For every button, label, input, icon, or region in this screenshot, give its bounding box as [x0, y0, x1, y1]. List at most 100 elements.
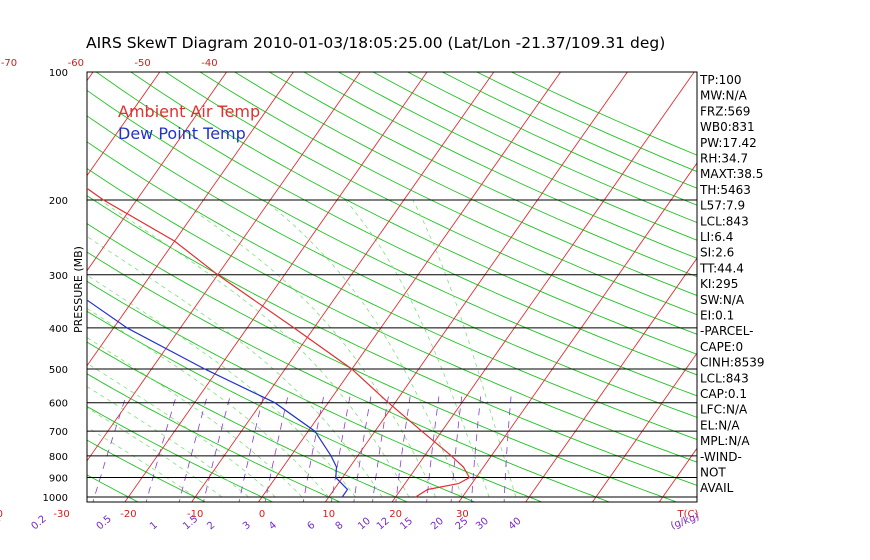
- mixing-ratio-line: [264, 396, 289, 502]
- mixing-ratio-line: [395, 396, 411, 502]
- isotherm-line: [391, 72, 695, 502]
- bottom-temp-tick-label: 0: [259, 509, 265, 520]
- pressure-tick-label: 700: [49, 427, 68, 438]
- isotherm-line: [124, 72, 428, 502]
- moist-adiabat: [178, 199, 437, 498]
- mixing-ratio-line: [353, 396, 372, 502]
- dry-adiabat: [87, 115, 697, 418]
- index-item: KI:295: [700, 277, 738, 291]
- plot-frame: [86, 71, 698, 503]
- dry-adiabat: [87, 373, 341, 502]
- mixing-ratio-line: [372, 396, 389, 502]
- mixing-ratio-line: [92, 396, 127, 502]
- index-item: TP:100: [699, 73, 742, 87]
- pressure-tick-label: 900: [49, 474, 68, 485]
- isotherm-line: [458, 162, 697, 502]
- dry-adiabat: [87, 195, 697, 486]
- index-item: SW:N/A: [700, 293, 745, 307]
- index-item: MPL:N/A: [700, 434, 750, 448]
- isotherm-line: [87, 72, 361, 462]
- mixing-ratio-label: 1: [148, 520, 160, 533]
- dry-adiabat: [87, 474, 139, 502]
- moist-adiabat: [345, 199, 490, 498]
- index-item: -WIND-: [700, 450, 742, 464]
- mixing-ratio-line: [503, 396, 512, 502]
- bottom-temp-tick-label: 20: [389, 509, 402, 520]
- index-item: CAP:0.1: [700, 387, 747, 401]
- dew-point-line: [87, 299, 349, 498]
- mixing-ratio-label: 30: [474, 516, 491, 533]
- index-item: TH:5463: [699, 183, 751, 197]
- mixing-ratio-line: [203, 396, 231, 502]
- mixing-ratio-line: [471, 396, 482, 502]
- top-temp-tick-label: -60: [68, 58, 84, 69]
- pressure-tick-label: 500: [49, 365, 68, 376]
- dry-adiabat: [233, 72, 697, 296]
- mixing-ratio-line: [450, 396, 463, 502]
- index-item: LCL:843: [700, 214, 749, 228]
- bottom-temp-tick-label: -40: [0, 509, 3, 520]
- isotherm-line: [257, 72, 562, 502]
- legend-dew: Dew Point Temp: [118, 124, 246, 143]
- isotherm-line: [525, 257, 697, 502]
- air-temp-line: [87, 187, 471, 498]
- pressure-tick-label: 100: [49, 68, 68, 79]
- dry-adiabat: [95, 72, 697, 376]
- index-item: MAXT:38.5: [700, 167, 763, 181]
- mixing-ratio-line: [302, 396, 325, 502]
- index-item: EL:N/A: [700, 418, 740, 432]
- dry-adiabat: [87, 223, 678, 502]
- dry-adiabat: [130, 72, 697, 355]
- isotherm-line: [87, 72, 228, 272]
- bottom-temp-tick-label: -30: [53, 509, 69, 520]
- moist-adiabat: [87, 386, 249, 498]
- dry-adiabat: [268, 72, 697, 278]
- index-item: MW:N/A: [700, 89, 748, 103]
- index-item: WB0:831: [700, 120, 755, 134]
- pressure-tick-label: 300: [49, 271, 68, 282]
- pressure-tick-label: 1000: [43, 493, 68, 504]
- top-temp-tick-label: -50: [134, 58, 150, 69]
- index-item: LFC:N/A: [700, 403, 748, 417]
- index-item: AVAIL: [700, 481, 734, 495]
- index-item: L57:7.9: [700, 199, 745, 213]
- dry-adiabat: [0, 53, 10, 506]
- mixing-ratio-label: 20: [429, 516, 446, 533]
- moist-adiabat: [87, 235, 383, 498]
- dry-adiabat: [87, 341, 409, 502]
- index-item: TT:44.4: [699, 261, 744, 275]
- pressure-tick-label: 400: [49, 324, 68, 335]
- isotherm-line: [87, 72, 161, 177]
- index-item: EI:0.1: [700, 309, 734, 323]
- dry-adiabat: [87, 141, 697, 440]
- dry-adiabat: [337, 72, 697, 241]
- mixing-ratio-label: 6: [305, 520, 317, 533]
- mixing-ratio-label: 0.2: [29, 514, 48, 533]
- dry-adiabat: [87, 280, 544, 502]
- index-item: CINH:8539: [700, 356, 765, 370]
- isotherm-line: [191, 72, 495, 502]
- mixing-ratio-line: [178, 396, 208, 502]
- index-item: LI:6.4: [700, 230, 733, 244]
- isotherm-line: [0, 53, 40, 506]
- mixing-ratio-line: [0, 397, 21, 507]
- dry-adiabat: [87, 89, 697, 397]
- air-temp-line-upper: [16, 72, 33, 134]
- mixing-ratio-label: 2: [205, 520, 217, 533]
- index-item: CAPE:0: [700, 340, 743, 354]
- dry-adiabat: [87, 251, 611, 502]
- dry-adiabat: [164, 72, 697, 335]
- moist-adiabat: [87, 362, 276, 498]
- dry-adiabat: [199, 72, 697, 316]
- index-item: RH:34.7: [700, 152, 748, 166]
- pressure-tick-label: 600: [49, 399, 68, 410]
- mixing-ratio-label: 40: [507, 516, 524, 533]
- index-item: FRZ:569: [700, 104, 750, 118]
- pressure-tick-label: 800: [49, 452, 68, 463]
- index-item: LCL:843: [700, 371, 749, 385]
- bottom-temp-tick-label: -20: [120, 509, 136, 520]
- chart-title: AIRS SkewT Diagram 2010-01-03/18:05:25.0…: [86, 34, 666, 52]
- mixing-ratio-line: [238, 396, 264, 502]
- index-item: NOT: [700, 466, 726, 480]
